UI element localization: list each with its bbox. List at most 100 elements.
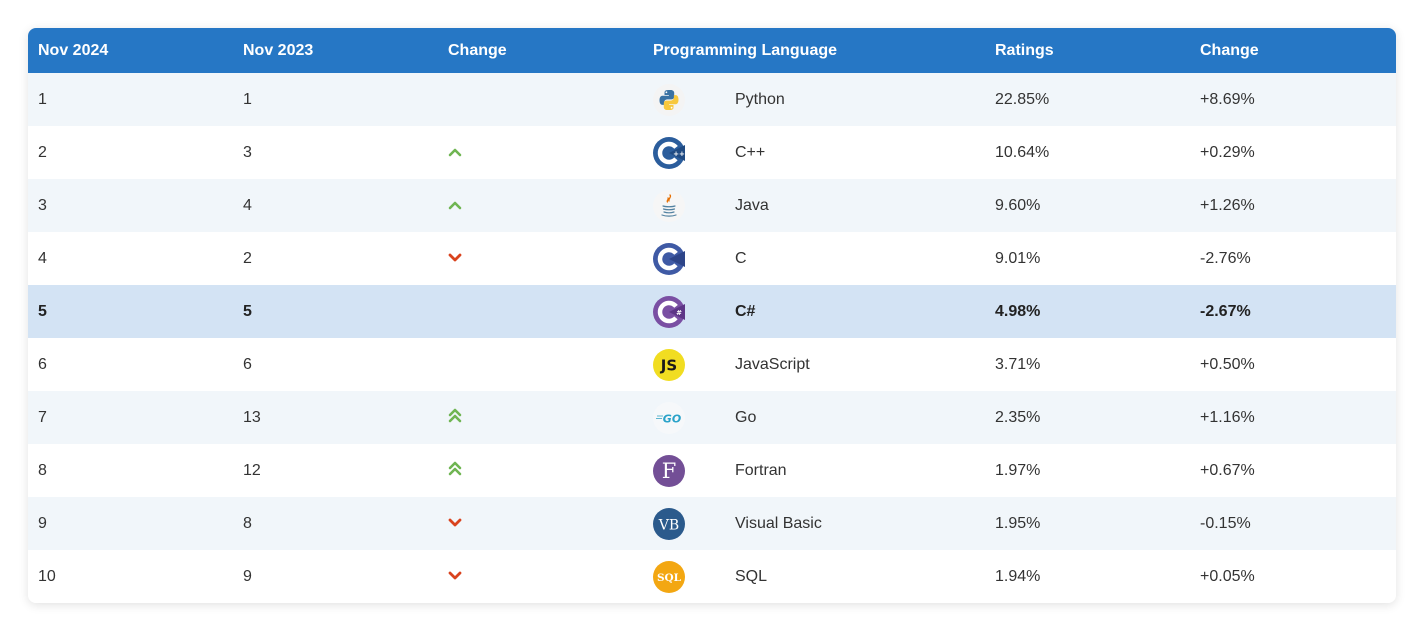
chevron-down-icon xyxy=(448,518,462,528)
table-row: 7 13 GO Go 2.35% +1.16% xyxy=(28,391,1396,444)
language-name[interactable]: Go xyxy=(735,408,757,426)
rank-previous: 13 xyxy=(243,408,261,426)
rating-change: -0.15% xyxy=(1200,514,1251,532)
double-chevron-up-icon xyxy=(448,407,462,423)
language-name[interactable]: Fortran xyxy=(735,461,787,479)
rank-current: 2 xyxy=(38,143,47,161)
table-row: 8 12 F Fortran 1.97% +0.67% xyxy=(28,444,1396,497)
rank-current: 9 xyxy=(38,514,47,532)
table-row: 5 5 # C# 4.98% -2.67% xyxy=(28,285,1396,338)
rating-value: 3.71% xyxy=(995,355,1041,373)
table-row: 9 8 VB Visual Basic 1.95% -0.15% xyxy=(28,497,1396,550)
chevron-up-icon xyxy=(448,200,462,210)
visual-basic-icon: VB xyxy=(653,507,685,540)
rating-change: +1.16% xyxy=(1200,408,1255,426)
rank-previous: 2 xyxy=(243,249,252,267)
svg-text:SQL: SQL xyxy=(657,572,682,584)
rank-change xyxy=(438,407,643,428)
rating-value: 9.60% xyxy=(995,196,1041,214)
table-header: Nov 2024 Nov 2023 Change Programming Lan… xyxy=(28,28,1396,73)
language-cell: C xyxy=(643,242,985,275)
rank-change xyxy=(438,197,643,215)
header-change-rank[interactable]: Change xyxy=(448,41,507,59)
rating-value: 10.64% xyxy=(995,143,1050,161)
rating-change: -2.76% xyxy=(1200,249,1251,267)
svg-text:JS: JS xyxy=(660,356,677,374)
header-change-rating[interactable]: Change xyxy=(1200,41,1259,59)
language-cell: Python xyxy=(643,83,985,116)
language-name[interactable]: JavaScript xyxy=(735,355,810,373)
rank-previous: 8 xyxy=(243,514,252,532)
language-name[interactable]: C xyxy=(735,249,747,267)
rank-current: 3 xyxy=(38,196,47,214)
rating-change: +1.26% xyxy=(1200,196,1255,214)
chevron-down-icon xyxy=(448,253,462,263)
rating-value: 1.95% xyxy=(995,514,1041,532)
svg-text:F: F xyxy=(662,459,677,483)
cpp-icon: ++ xyxy=(653,136,685,169)
language-name[interactable]: SQL xyxy=(735,567,768,585)
table-row: 2 3 ++ C++ 10.64% +0.29% xyxy=(28,126,1396,179)
javascript-icon: JS xyxy=(653,348,685,381)
rank-current: 10 xyxy=(38,567,56,585)
rank-previous: 4 xyxy=(243,196,252,214)
language-cell: F Fortran xyxy=(643,454,985,487)
sql-icon: SQL xyxy=(653,560,685,593)
rating-change: +0.67% xyxy=(1200,461,1255,479)
svg-text:VB: VB xyxy=(658,517,679,533)
language-cell: ++ C++ xyxy=(643,136,985,169)
language-name[interactable]: C# xyxy=(735,302,756,320)
rating-change: +0.05% xyxy=(1200,567,1255,585)
language-cell: GO Go xyxy=(643,401,985,434)
rating-value: 1.97% xyxy=(995,461,1041,479)
rank-current: 7 xyxy=(38,408,47,426)
table-row: 3 4 Java 9.60% +1.26% xyxy=(28,179,1396,232)
rating-change: -2.67% xyxy=(1200,302,1251,320)
rank-previous: 12 xyxy=(243,461,261,479)
double-chevron-up-icon xyxy=(448,460,462,476)
rank-change xyxy=(438,460,643,481)
table-row: 4 2 C 9.01% -2.76% xyxy=(28,232,1396,285)
c-icon xyxy=(653,242,685,275)
language-name[interactable]: Python xyxy=(735,90,785,108)
python-icon xyxy=(653,83,685,116)
rank-current: 4 xyxy=(38,249,47,267)
go-icon: GO xyxy=(653,401,685,434)
header-nov-2023[interactable]: Nov 2023 xyxy=(243,41,314,59)
rating-change: +0.29% xyxy=(1200,143,1255,161)
rating-change: +8.69% xyxy=(1200,90,1255,108)
language-cell: SQL SQL xyxy=(643,560,985,593)
csharp-icon: # xyxy=(653,295,685,328)
table-body: 1 1 Python 22.85% +8.69% 2 3 ++ C++ 10.64% +0.29% 3… xyxy=(28,73,1396,603)
rating-value: 1.94% xyxy=(995,567,1041,585)
rank-current: 1 xyxy=(38,90,47,108)
table-row: 1 1 Python 22.85% +8.69% xyxy=(28,73,1396,126)
language-name[interactable]: C++ xyxy=(735,143,766,161)
rating-value: 4.98% xyxy=(995,302,1041,320)
svg-text:GO: GO xyxy=(663,412,681,425)
rank-current: 6 xyxy=(38,355,47,373)
rank-previous: 1 xyxy=(243,90,252,108)
chevron-down-icon xyxy=(448,571,462,581)
language-ranking-table: Nov 2024 Nov 2023 Change Programming Lan… xyxy=(28,28,1396,603)
language-name[interactable]: Visual Basic xyxy=(735,514,822,532)
chevron-up-icon xyxy=(448,147,462,157)
language-cell: VB Visual Basic xyxy=(643,507,985,540)
table-row: 6 6 JS JavaScript 3.71% +0.50% xyxy=(28,338,1396,391)
rank-change xyxy=(438,568,643,586)
header-programming-language[interactable]: Programming Language xyxy=(653,41,838,59)
rank-current: 8 xyxy=(38,461,47,479)
rank-change xyxy=(438,250,643,268)
rating-value: 2.35% xyxy=(995,408,1041,426)
rating-value: 22.85% xyxy=(995,90,1050,108)
header-ratings[interactable]: Ratings xyxy=(995,41,1054,59)
fortran-icon: F xyxy=(653,454,685,487)
header-nov-2024[interactable]: Nov 2024 xyxy=(38,41,109,59)
svg-text:++: ++ xyxy=(673,150,685,158)
language-name[interactable]: Java xyxy=(735,196,769,214)
language-cell: Java xyxy=(643,189,985,222)
rank-previous: 6 xyxy=(243,355,252,373)
rank-change xyxy=(438,515,643,533)
rank-current: 5 xyxy=(38,302,47,320)
rank-change xyxy=(438,144,643,162)
